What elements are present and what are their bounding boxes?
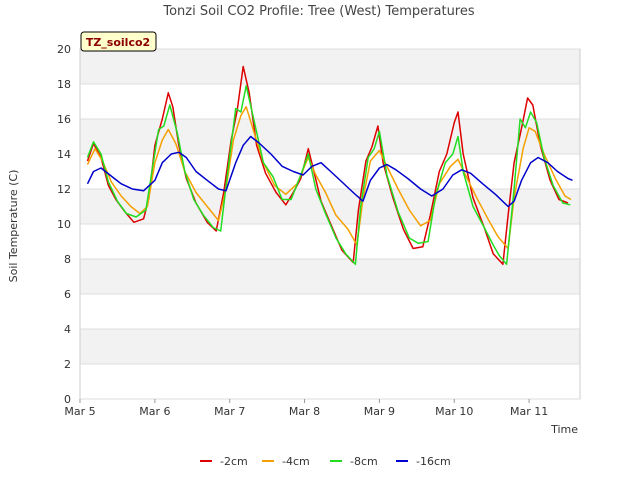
x-tick-label: Mar 9 [364, 405, 395, 418]
source-badge: TZ_soilco2 [80, 31, 157, 52]
gridlines [80, 48, 580, 400]
grid-band [80, 259, 580, 294]
y-tick-label: 10 [57, 218, 71, 231]
y-tick-label: 6 [64, 288, 71, 301]
legend-label: -2cm [220, 455, 248, 468]
legend-label: -16cm [416, 455, 451, 468]
series-lines [86, 65, 573, 266]
source-badge-label: TZ_soilco2 [86, 36, 150, 49]
legend-label: -8cm [350, 455, 378, 468]
x-axis: Mar 5 Mar 6 Mar 7 Mar 8 Mar 9 Mar 10 Mar 11 [64, 399, 548, 418]
y-tick-label: 12 [57, 183, 71, 196]
y-axis-label: Soil Temperature (C) [7, 170, 20, 283]
grid-band [80, 329, 580, 364]
y-tick-label: 20 [57, 43, 71, 56]
y-tick-label: 8 [64, 253, 71, 266]
x-axis-label: Time [550, 423, 578, 436]
series-line-16cm [86, 135, 573, 208]
y-tick-label: 2 [64, 358, 71, 371]
series-line-8cm [86, 85, 571, 266]
x-tick-label: Mar 7 [214, 405, 245, 418]
legend-label: -4cm [282, 455, 310, 468]
series-line-4cm [86, 106, 572, 250]
y-tick-label: 18 [57, 78, 71, 91]
grid-band [80, 189, 580, 224]
x-tick-label: Mar 6 [139, 405, 170, 418]
y-tick-label: 4 [64, 323, 71, 336]
y-tick-label: 16 [57, 113, 71, 126]
x-tick-label: Mar 10 [435, 405, 473, 418]
y-tick-label: 0 [64, 393, 71, 406]
x-tick-label: Mar 8 [289, 405, 320, 418]
y-tick-label: 14 [57, 148, 71, 161]
legend: -2cm -4cm -8cm -16cm [200, 455, 451, 468]
x-tick-label: Mar 11 [510, 405, 548, 418]
grid-band [80, 49, 580, 84]
y-axis: 0 2 4 6 8 10 12 14 16 18 20 [57, 43, 71, 406]
x-tick-label: Mar 5 [64, 405, 95, 418]
chart-title: Tonzi Soil CO2 Profile: Tree (West) Temp… [162, 4, 475, 19]
